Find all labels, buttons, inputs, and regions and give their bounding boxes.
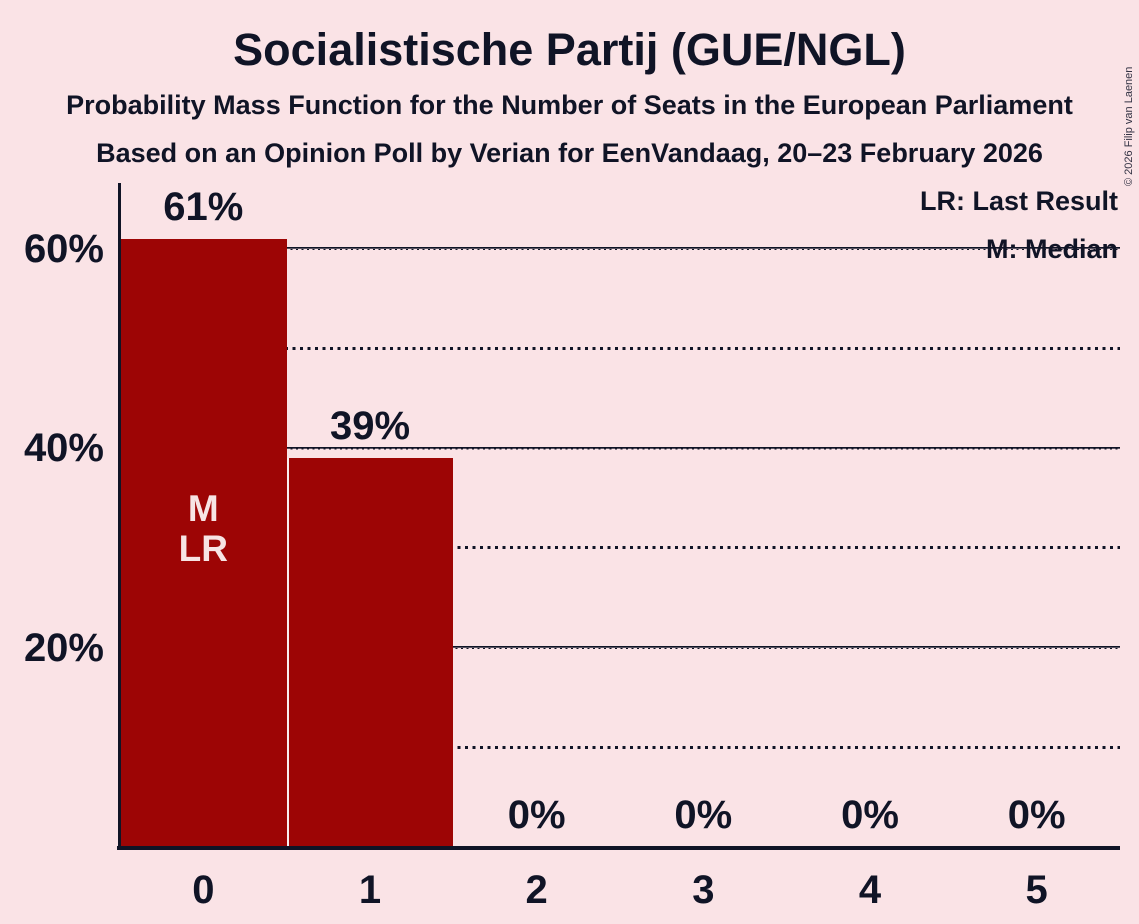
bar-value-label: 39% — [329, 404, 411, 449]
y-axis-tick-label: 20% — [23, 625, 104, 670]
bar-value-label: 0% — [1007, 793, 1066, 837]
bar-value-label: 0% — [507, 793, 566, 837]
x-axis-tick-label: 5 — [1025, 868, 1048, 912]
bar-seats-0 — [120, 238, 287, 847]
gridline-dashed-60pct — [120, 247, 1120, 251]
bar-seats-1 — [286, 458, 454, 847]
gridline-dashed-20pct — [120, 646, 1120, 650]
chart-title: Socialistische Partij (GUE/NGL) — [233, 24, 906, 75]
chart-subtitle-poll-source: Based on an Opinion Poll by Verian for E… — [96, 138, 1043, 168]
gridline-dotted-30pct — [120, 546, 1120, 550]
x-axis-tick-label: 2 — [525, 868, 548, 912]
gridline-dashed-40pct — [120, 446, 1120, 450]
annotation-line: M — [187, 488, 219, 529]
annotation-line: LR — [178, 528, 228, 569]
copyright-notice: © 2026 Filip van Laenen — [1123, 66, 1135, 186]
gridline-dotted-10pct — [120, 745, 1120, 749]
x-axis-tick-label: 0 — [192, 868, 215, 912]
x-axis-tick-label: 3 — [692, 868, 715, 912]
x-axis-line — [117, 846, 1120, 850]
bar-value-label: 61% — [163, 184, 244, 229]
bar-value-label: 0% — [841, 793, 899, 837]
median-last-result-annotation: M LR — [120, 489, 287, 569]
y-axis-tick-label: 60% — [23, 226, 104, 271]
chart-subtitle-poll-type: Probability Mass Function for the Number… — [66, 90, 1073, 120]
x-axis-tick-label: 4 — [858, 868, 882, 912]
gridline-dotted-50pct — [120, 347, 1120, 350]
legend-last-result: LR: Last Result — [919, 186, 1118, 216]
y-axis-tick-label: 40% — [23, 426, 104, 471]
x-axis-tick-label: 1 — [358, 868, 382, 912]
bar-value-label: 0% — [674, 793, 733, 837]
y-axis-line — [118, 183, 121, 849]
